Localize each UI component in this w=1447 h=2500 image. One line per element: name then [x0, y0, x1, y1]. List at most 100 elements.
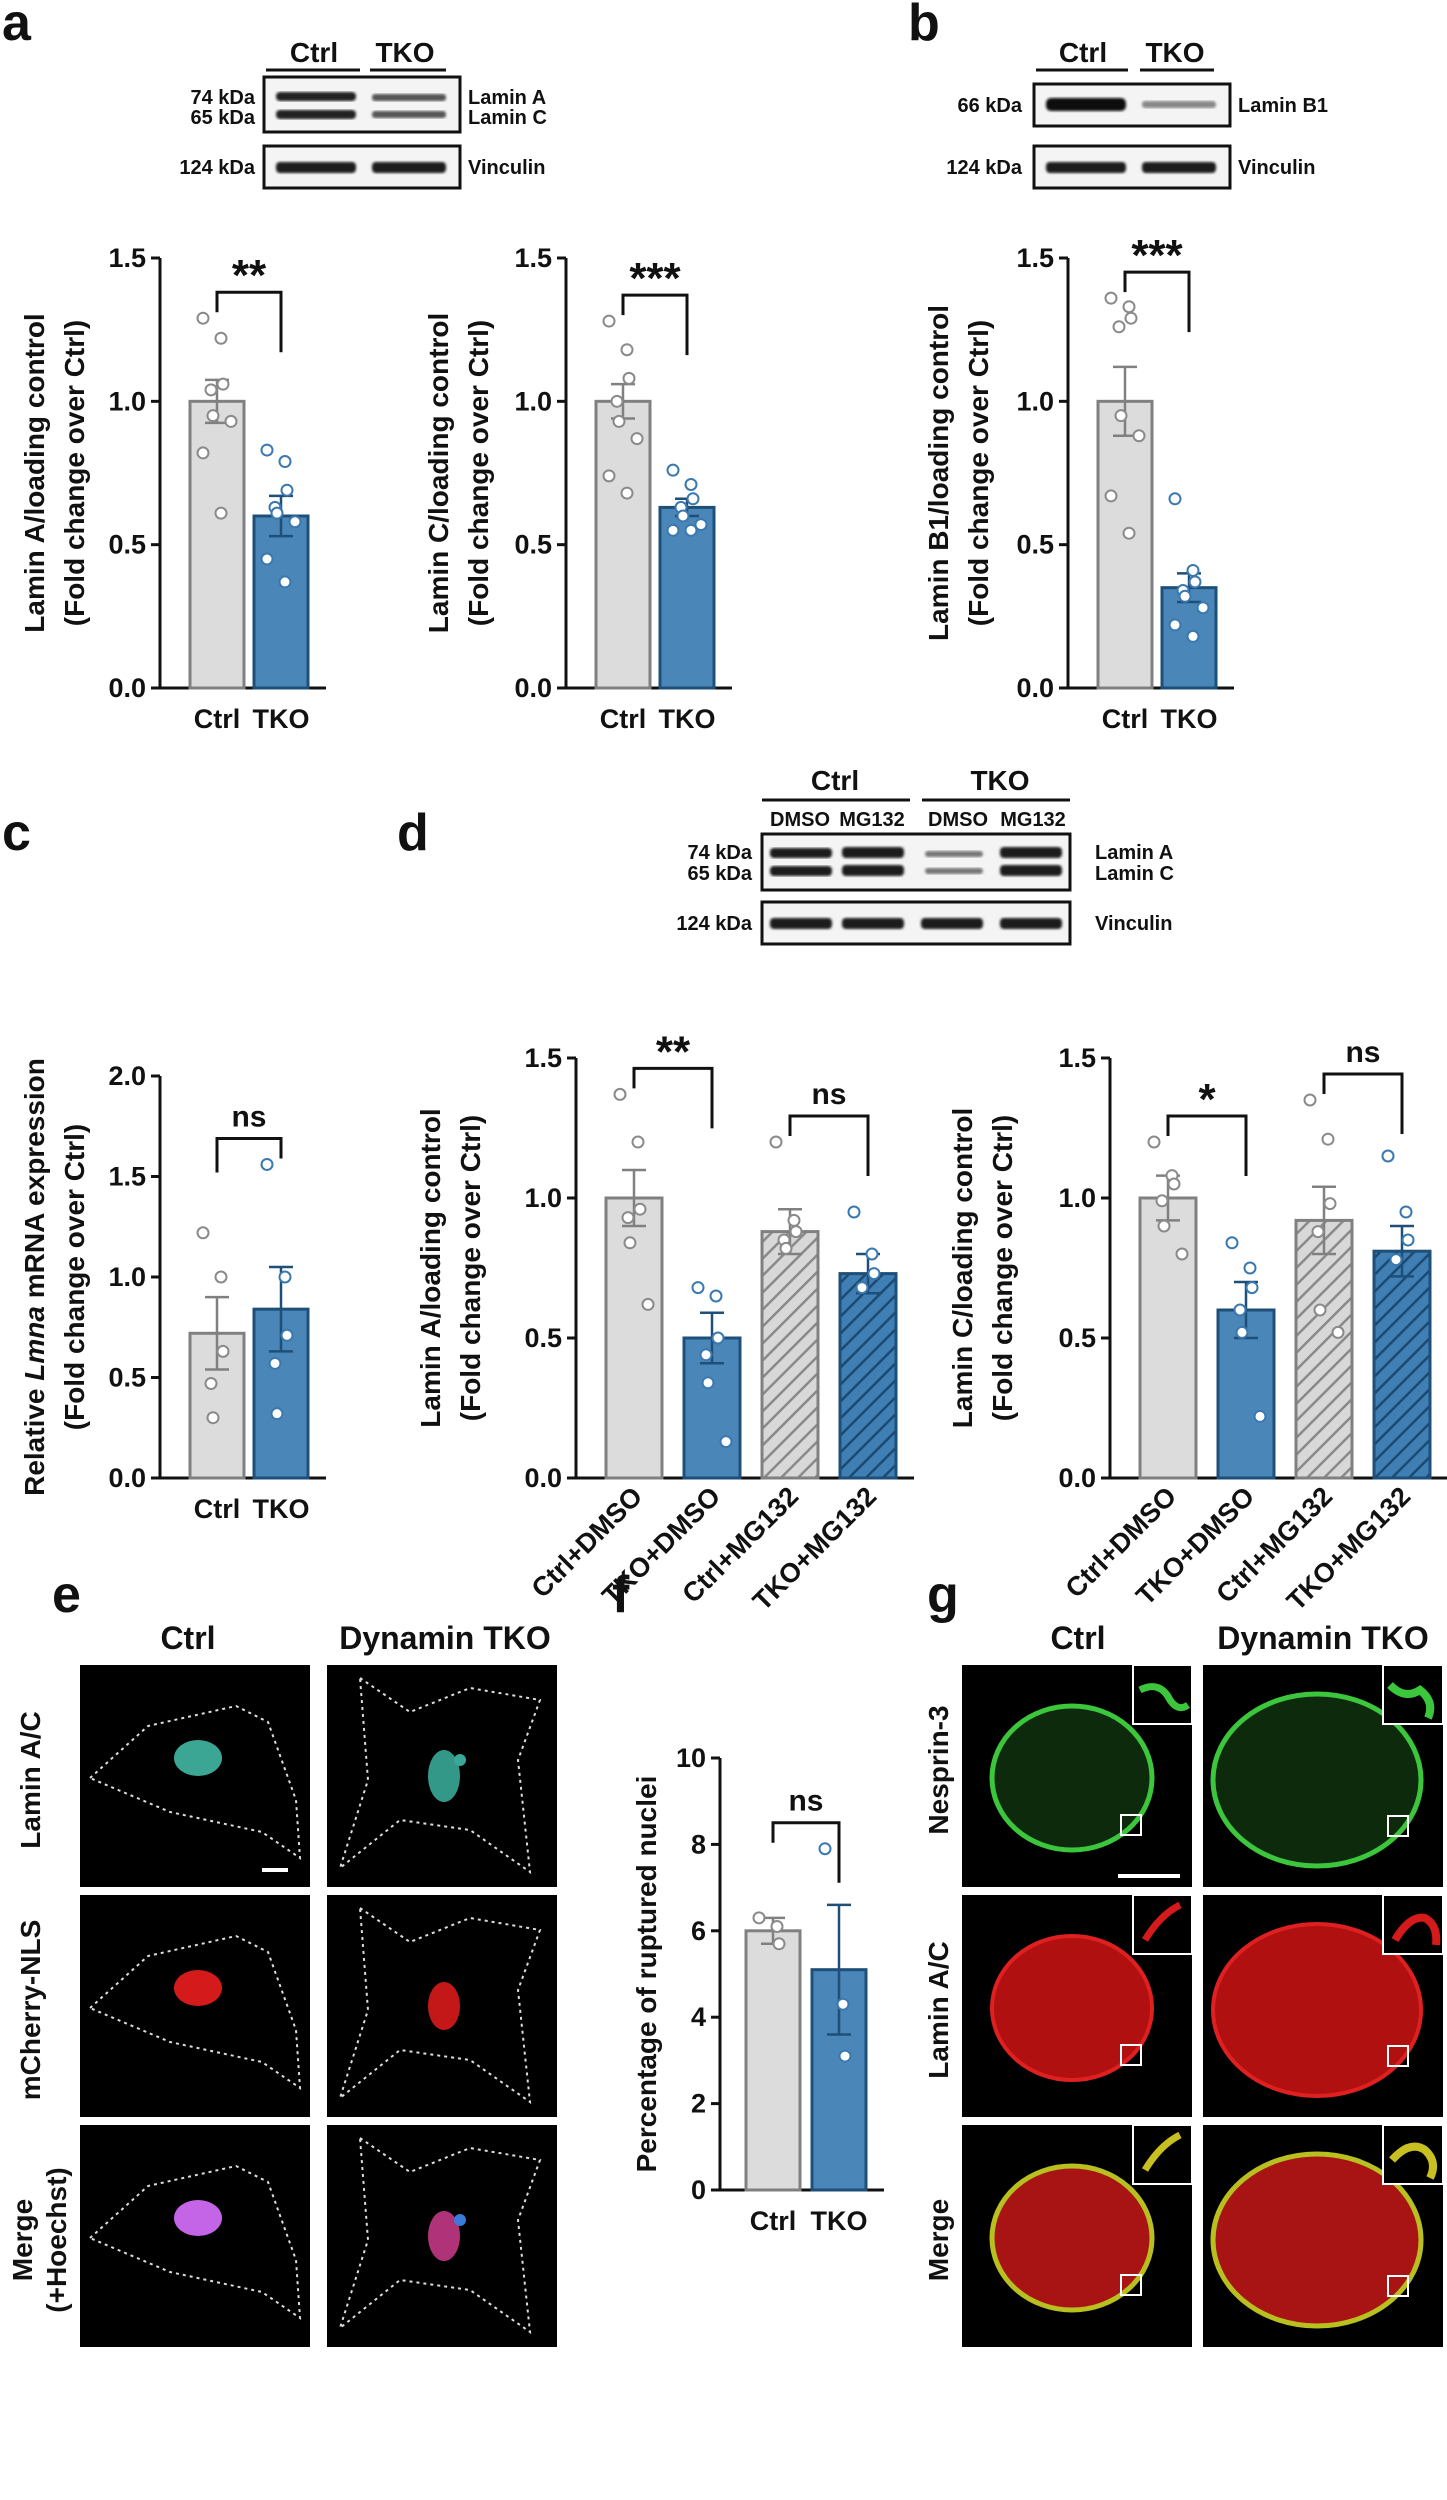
data-point: [602, 314, 616, 328]
data-point: [622, 371, 636, 385]
data-point: [630, 432, 644, 446]
y-tick-label: 0.0: [1016, 673, 1054, 703]
significance-bracket: [215, 290, 283, 353]
data-point: [1245, 1281, 1259, 1295]
data-point: [1167, 1177, 1181, 1191]
western-blot-d: Ctrl TKO DMSO MG132 DMSO MG132 74 kDa 65…: [676, 765, 1174, 946]
blot-b-label-vinculin: Vinculin: [1238, 157, 1315, 179]
data-point: [1168, 492, 1182, 506]
data-point: [1132, 429, 1146, 443]
x-tick-label: Ctrl: [194, 1494, 241, 1524]
e-image-ctrl-mcherry: [80, 1895, 310, 2117]
data-point: [1331, 1325, 1345, 1339]
y-tick-label: 1.5: [108, 243, 146, 273]
bar-ctrl: [188, 399, 246, 690]
e-nucleus-tko-red: [428, 1982, 460, 2030]
data-point: [204, 1377, 218, 1391]
data-point: [1122, 300, 1136, 314]
e-cell-outline-5: [88, 2164, 302, 2320]
y-tick-label: 0.5: [514, 530, 552, 560]
g-nucleus-tko-red: [1211, 1922, 1423, 2098]
bar-ctrl-mg132: [1294, 1218, 1354, 1480]
g-inset-3: [1132, 1894, 1193, 1955]
blot-a-membrane-lamin: [262, 75, 462, 134]
blot-a-label-vinculin: Vinculin: [468, 157, 545, 179]
blot-a-band-laminC-ctrl: [276, 110, 356, 119]
data-point: [838, 2049, 852, 2063]
panel-letter-f: f: [612, 1566, 630, 1624]
y-tick-label: 4: [691, 2002, 706, 2032]
blot-b-band-laminb1-tko: [1142, 101, 1216, 108]
data-point: [1303, 1093, 1317, 1107]
data-point: [216, 1344, 230, 1358]
data-point: [836, 1997, 850, 2011]
data-point: [1186, 629, 1200, 643]
blot-d-band-vinculin-3: [921, 918, 983, 929]
data-point: [641, 1297, 655, 1311]
bar-ctrl: [594, 399, 652, 690]
g-row-nesprin: Nesprin-3: [923, 1705, 954, 1834]
y-tick-label: 1.5: [514, 243, 552, 273]
data-point: [196, 446, 210, 460]
y-tick-label: 1.0: [108, 1262, 146, 1292]
y-tick-label: 1.5: [524, 1043, 562, 1073]
blot-b-label-laminb1: Lamin B1: [1238, 95, 1328, 117]
data-point: [280, 483, 294, 497]
x-tick-label: TKO: [253, 704, 310, 734]
data-point: [196, 1226, 210, 1240]
data-point: [620, 343, 634, 357]
significance-bracket: [1123, 270, 1191, 333]
g-roi-4: [1387, 2045, 1409, 2067]
data-point: [610, 394, 624, 408]
data-point: [694, 518, 708, 532]
y-axis-label: (Fold change over Ctrl): [59, 1124, 90, 1430]
data-point: [1112, 320, 1126, 334]
e-cell-outline-1: [88, 1704, 302, 1860]
y-tick-label: 1.0: [1058, 1183, 1096, 1213]
y-tick-label: 2.0: [108, 1061, 146, 1091]
x-tick-label: Ctrl: [1102, 704, 1149, 734]
data-point: [1178, 589, 1192, 603]
g-col-ctrl: Ctrl: [1050, 1620, 1105, 1656]
data-point: [623, 1236, 637, 1250]
data-point: [216, 377, 230, 391]
y-tick-label: 10: [676, 1743, 706, 1773]
g-col-tko: Dynamin TKO: [1217, 1620, 1429, 1656]
data-point: [1253, 1409, 1267, 1423]
data-point: [224, 414, 238, 428]
y-axis-label: (Fold change over Ctrl): [455, 1115, 486, 1421]
data-point: [772, 1937, 786, 1951]
data-point: [1233, 1303, 1247, 1317]
data-point: [214, 331, 228, 345]
data-point: [1321, 1132, 1335, 1146]
data-point: [686, 492, 700, 506]
g-row-merge: Merge: [923, 2199, 954, 2281]
blot-a-band-laminA-ctrl: [276, 92, 356, 101]
y-tick-label: 0.0: [1058, 1463, 1096, 1493]
blot-d-band-vinculin-1: [770, 918, 832, 929]
chart-lamin-b1-panel-b: 0.0 0.5 1.0 1.5 Lamin B1/loading control (Fol…: [923, 231, 1234, 734]
g-inset-1-signal: [1138, 1683, 1191, 1712]
bar-ctrl: [1096, 399, 1154, 690]
data-point: [867, 1267, 881, 1281]
significance-bracket: [788, 1114, 870, 1176]
g-roi-6: [1387, 2275, 1409, 2297]
g-row-laminac: Lamin A/C: [923, 1941, 954, 2078]
y-tick-label: 0.0: [524, 1463, 562, 1493]
blot-d-lane-1: DMSO: [770, 809, 830, 831]
e-row-merge: Merge: [7, 2199, 38, 2281]
data-point: [270, 506, 284, 520]
blot-d-band-laminC-1: [770, 866, 832, 876]
bar-tko: [658, 505, 716, 690]
g-inset-5: [1132, 2124, 1193, 2185]
data-point: [719, 1435, 733, 1449]
bar-tko-mg132: [838, 1272, 898, 1480]
chart-lamin-a-mg132-panel-d: 0.0 0.5 1.0 1.5 Lamin A/loading control (Fold…: [415, 1027, 914, 1616]
data-point: [206, 1411, 220, 1425]
blot-b-band-vinculin-tko: [1142, 162, 1216, 173]
significance-bracket: [771, 1821, 841, 1883]
panel-letter-c: c: [2, 804, 31, 862]
data-point: [779, 1241, 793, 1255]
chart-lamin-a-panel-a: 0.0 0.5 1.0 1.5 Lamin A/loading control (Fold…: [19, 243, 326, 734]
